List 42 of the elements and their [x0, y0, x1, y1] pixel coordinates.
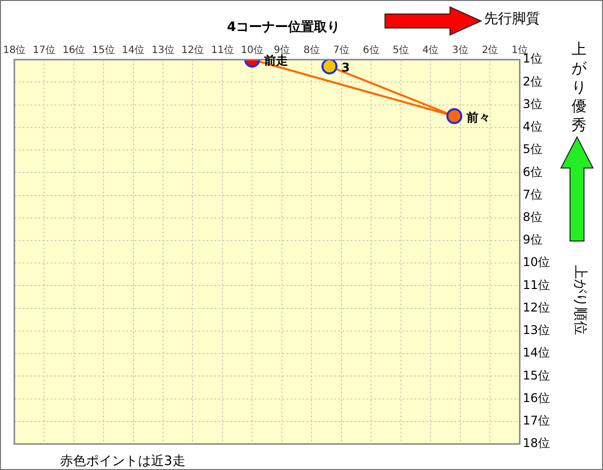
x-tick-label: 9位 [274, 44, 290, 56]
x-tick-label: 12位 [181, 44, 204, 56]
x-tick-label: 15位 [92, 44, 115, 56]
y-axis-title: 上がり順位 [571, 264, 589, 337]
x-tick-label: 6位 [362, 44, 380, 56]
y-tick-label: 9位 [522, 232, 542, 247]
x-tick-label: 18位 [2, 44, 26, 56]
y-tick-label: 13位 [522, 323, 550, 338]
annotation: 3 [341, 60, 350, 75]
y-tick-label: 15位 [522, 368, 550, 382]
x-tick-label: 17位 [32, 44, 56, 56]
annotation: 前走 [263, 54, 288, 68]
x-tick-label: 11位 [211, 44, 234, 56]
x-tick-label: 14位 [122, 44, 145, 56]
y-tick-label: 4位 [522, 120, 542, 134]
text: 上がり優秀 [570, 40, 588, 135]
x-tick-label: 5位 [392, 44, 410, 56]
y-tick-label: 2位 [522, 74, 542, 88]
x-tick-label: 2位 [482, 44, 498, 56]
x-tick-label: 8位 [303, 44, 320, 56]
text: 先行脚質 [484, 10, 540, 28]
y-tick-label: 10位 [522, 255, 550, 270]
chart-title: 4コーナー位置取り [226, 20, 340, 36]
y-tick-label: 6位 [522, 164, 542, 179]
x-tick-label: 10位 [240, 44, 264, 56]
y-tick-label: 16位 [522, 390, 550, 405]
y-tick-label: 11位 [522, 278, 550, 292]
y-tick-label: 14位 [522, 346, 550, 360]
annotation: 前々 [465, 110, 490, 124]
y-tick-label: 12位 [522, 300, 550, 314]
y-tick-label: 3位 [522, 96, 542, 111]
x-tick-label: 16位 [62, 44, 86, 56]
y-tick-label: 5位 [522, 142, 542, 156]
y-tick-label: 18位 [522, 436, 550, 450]
x-tick-label: 7位 [333, 44, 350, 56]
x-tick-label: 3位 [452, 44, 468, 56]
x-tick-label: 13位 [152, 44, 174, 56]
x-tick-label: 4位 [422, 44, 439, 56]
y-tick-label: 7位 [522, 187, 542, 202]
text: 赤色ポイントは近3走 [60, 453, 186, 470]
y-tick-label: 17位 [522, 414, 550, 428]
y-tick-label: 8位 [522, 210, 542, 224]
